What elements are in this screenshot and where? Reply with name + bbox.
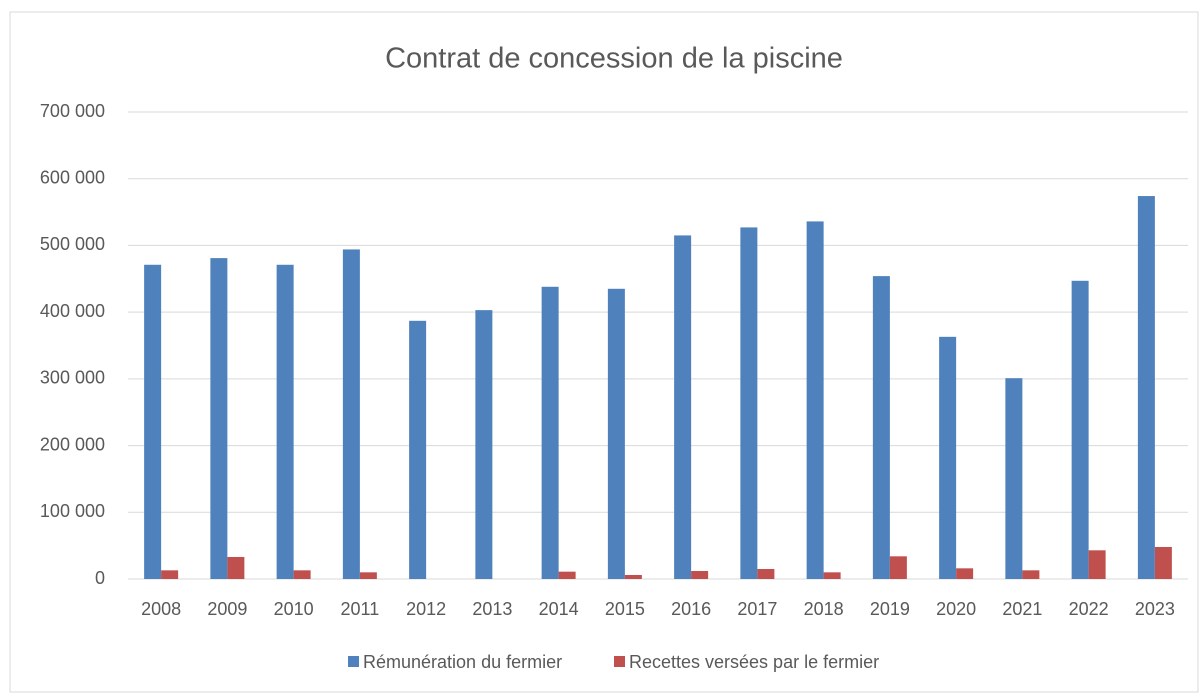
x-tick-label: 2012 xyxy=(406,599,446,619)
x-tick-label: 2014 xyxy=(539,599,579,619)
x-tick-label: 2009 xyxy=(207,599,247,619)
legend-swatch xyxy=(614,656,625,667)
bar xyxy=(144,264,162,579)
bar xyxy=(161,570,179,579)
y-tick-label: 300 000 xyxy=(40,368,105,388)
bar xyxy=(1022,570,1040,579)
bar xyxy=(409,320,427,579)
x-tick-label: 2022 xyxy=(1069,599,1109,619)
bar xyxy=(889,556,907,579)
bar xyxy=(541,286,559,579)
x-tick-label: 2020 xyxy=(936,599,976,619)
bar xyxy=(674,235,692,579)
x-tick-label: 2015 xyxy=(605,599,645,619)
bar xyxy=(691,570,709,579)
legend-label: Rémunération du fermier xyxy=(363,652,562,672)
bar xyxy=(1137,196,1155,579)
y-tick-label: 100 000 xyxy=(40,501,105,521)
bar xyxy=(872,276,890,579)
x-tick-label: 2010 xyxy=(274,599,314,619)
bar xyxy=(1088,550,1106,579)
y-tick-label: 600 000 xyxy=(40,167,105,187)
bar xyxy=(227,556,245,579)
x-tick-label: 2021 xyxy=(1002,599,1042,619)
bar xyxy=(475,310,493,579)
bar xyxy=(956,568,974,579)
bar xyxy=(1071,280,1089,579)
bar xyxy=(607,288,625,579)
bar xyxy=(276,264,294,579)
x-tick-label: 2008 xyxy=(141,599,181,619)
x-tick-label: 2013 xyxy=(472,599,512,619)
chart-title: Contrat de concession de la piscine xyxy=(385,43,843,75)
y-tick-label: 400 000 xyxy=(40,301,105,321)
x-tick-label: 2023 xyxy=(1135,599,1175,619)
y-tick-label: 700 000 xyxy=(40,101,105,121)
x-tick-label: 2017 xyxy=(737,599,777,619)
y-tick-label: 0 xyxy=(95,568,105,588)
bar xyxy=(210,258,228,579)
x-tick-label: 2018 xyxy=(804,599,844,619)
y-tick-label: 500 000 xyxy=(40,234,105,254)
chart-frame xyxy=(9,11,1199,693)
x-tick-label: 2011 xyxy=(341,599,380,619)
legend-label: Recettes versées par le fermier xyxy=(629,652,879,672)
bar xyxy=(806,221,824,579)
x-tick-label: 2016 xyxy=(671,599,711,619)
bar xyxy=(359,572,377,579)
bar xyxy=(740,227,758,579)
bar xyxy=(939,336,957,579)
y-tick-label: 200 000 xyxy=(40,434,105,454)
bar xyxy=(342,249,360,579)
bar xyxy=(757,568,775,579)
bar xyxy=(293,570,311,579)
bar xyxy=(624,574,642,579)
x-tick-label: 2019 xyxy=(870,599,910,619)
bar xyxy=(558,571,576,579)
bar xyxy=(823,572,841,579)
bar xyxy=(1005,378,1023,579)
legend-swatch xyxy=(348,656,359,667)
bar xyxy=(1154,546,1172,579)
